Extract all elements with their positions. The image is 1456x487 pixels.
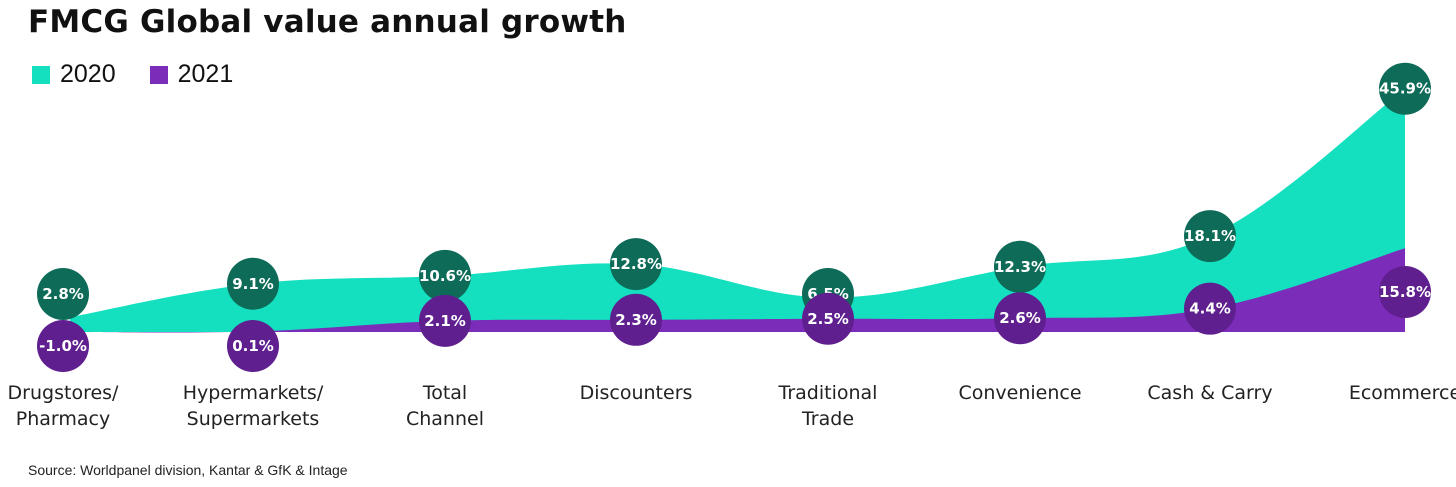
legend-swatch-2020 — [32, 65, 50, 84]
legend-item-2021: 2021 — [149, 60, 234, 89]
legend: 2020 2021 — [32, 60, 267, 89]
data-label-2021-7: 15.8% — [1379, 283, 1431, 301]
legend-item-2020: 2020 — [32, 60, 116, 89]
data-point-2021-4: 2.5% — [802, 292, 854, 345]
data-label-2020-2: 10.6% — [419, 267, 471, 285]
data-label-2020-5: 12.3% — [994, 258, 1046, 276]
bubble-2020-3 — [610, 238, 662, 291]
category-label-1: Hypermarkets/Supermarkets — [183, 382, 324, 430]
data-point-2021-2: 2.1% — [419, 294, 471, 347]
source-note: Source: Worldpanel division, Kantar & Gf… — [28, 462, 348, 478]
bubble-2021-3 — [610, 293, 662, 346]
data-point-2020-7: 45.9% — [1379, 62, 1431, 115]
category-label-5: Convenience — [958, 382, 1081, 404]
data-point-2021-0: -1.0% — [37, 320, 89, 372]
bubble-2021-5 — [994, 292, 1046, 345]
category-label-line: Supermarkets — [187, 408, 320, 430]
category-label-line: Total — [422, 382, 467, 404]
chart-title: FMCG Global value annual growth — [28, 4, 627, 40]
data-point-2021-5: 2.6% — [994, 292, 1046, 345]
bubble-2021-1 — [227, 320, 279, 372]
bubble-2020-2 — [419, 249, 471, 302]
data-label-2021-3: 2.3% — [615, 311, 657, 329]
data-label-2021-0: -1.0% — [39, 337, 87, 355]
category-label-line: Convenience — [958, 382, 1081, 404]
data-point-2021-1: 0.1% — [227, 320, 279, 372]
data-label-2021-1: 0.1% — [232, 337, 274, 355]
data-point-2021-6: 4.4% — [1184, 282, 1236, 335]
category-label-line: Pharmacy — [16, 408, 110, 430]
data-label-2020-1: 9.1% — [232, 275, 274, 293]
data-label-2021-4: 2.5% — [807, 310, 849, 328]
data-point-2020-1: 9.1% — [227, 257, 279, 310]
bubble-2020-6 — [1184, 210, 1236, 263]
category-label-3: Discounters — [580, 382, 693, 404]
legend-label-2020: 2020 — [60, 60, 116, 88]
category-label-7: Ecommerce — [1349, 382, 1456, 404]
data-label-2021-5: 2.6% — [999, 309, 1041, 327]
category-label-line: Hypermarkets/ — [183, 382, 324, 404]
category-label-line: Cash & Carry — [1147, 382, 1272, 404]
category-label-2: Total Channel — [406, 382, 484, 430]
area-2020 — [70, 88, 1405, 332]
bubble-2021-2 — [419, 294, 471, 347]
category-label-line: Traditional — [778, 382, 878, 404]
category-label-line: Trade — [801, 408, 854, 430]
category-label-0: Drugstores/Pharmacy — [8, 382, 120, 430]
data-point-2020-2: 10.6% — [419, 249, 471, 302]
bubble-2021-7 — [1379, 266, 1431, 318]
category-label-4: Traditional Trade — [778, 382, 878, 430]
data-point-2020-6: 18.1% — [1184, 210, 1236, 263]
area-2021 — [70, 248, 1405, 333]
category-label-line: Discounters — [580, 382, 693, 404]
data-label-2021-2: 2.1% — [424, 312, 466, 330]
legend-swatch-2021 — [149, 65, 168, 84]
data-label-2020-6: 18.1% — [1184, 227, 1236, 245]
data-label-2020-0: 2.8% — [42, 285, 84, 303]
bubble-2020-5 — [994, 240, 1046, 293]
data-point-2020-3: 12.8% — [610, 238, 662, 291]
category-label-line: Channel — [406, 408, 484, 430]
bubble-2021-6 — [1184, 282, 1236, 335]
data-point-2020-0: 2.8% — [37, 268, 89, 320]
category-label-line: Drugstores/ — [8, 382, 120, 404]
category-label-6: Cash & Carry — [1147, 382, 1272, 404]
data-label-2020-7: 45.9% — [1379, 80, 1431, 98]
bubble-2020-1 — [227, 257, 279, 310]
data-label-2021-6: 4.4% — [1189, 300, 1231, 318]
bubble-2021-4 — [802, 292, 854, 345]
bubble-2020-7 — [1379, 62, 1431, 115]
legend-label-2021: 2021 — [177, 60, 234, 88]
data-point-2021-7: 15.8% — [1379, 266, 1431, 318]
bubble-2020-0 — [37, 268, 89, 320]
data-label-2020-3: 12.8% — [610, 255, 662, 273]
data-point-2021-3: 2.3% — [610, 293, 662, 346]
data-point-2020-5: 12.3% — [994, 240, 1046, 293]
bubble-2021-0 — [37, 320, 89, 372]
category-label-line: Ecommerce — [1349, 382, 1456, 404]
